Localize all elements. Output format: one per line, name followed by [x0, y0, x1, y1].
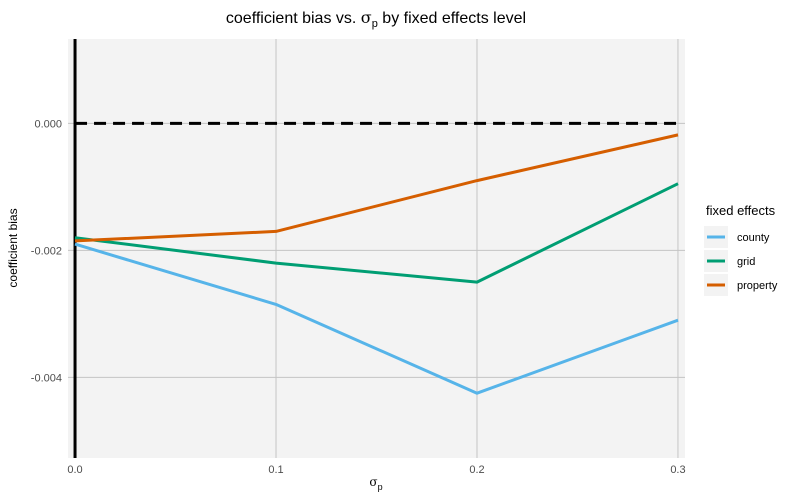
legend-title: fixed effects [706, 203, 776, 218]
y-tick-label: 0.000 [34, 118, 62, 130]
legend: county grid property [704, 226, 778, 296]
x-axis-ticks: 0.0 0.1 0.2 0.3 [67, 464, 685, 476]
series-line-grid [74, 182, 679, 284]
series-lines [74, 133, 679, 395]
x-axis-title: σp [369, 475, 382, 492]
legend-label-county: county [737, 232, 770, 244]
x-tick-label: 0.1 [268, 464, 283, 476]
x-tick-label: 0.2 [469, 464, 484, 476]
legend-label-grid: grid [737, 256, 755, 268]
y-tick-label: -0.002 [31, 245, 62, 257]
series-line-county [74, 242, 679, 395]
x-tick-label: 0.0 [67, 464, 82, 476]
y-axis-ticks: 0.000 -0.002 -0.004 [31, 118, 62, 384]
y-axis-title: coefficient bias [6, 208, 20, 287]
series-line-property [74, 133, 679, 243]
y-tick-label: -0.004 [31, 372, 62, 384]
legend-label-property: property [737, 280, 778, 292]
x-tick-label: 0.3 [670, 464, 685, 476]
chart-title: coefficient bias vs. σp by fixed effects… [226, 8, 526, 30]
reference-lines [73, 39, 678, 458]
